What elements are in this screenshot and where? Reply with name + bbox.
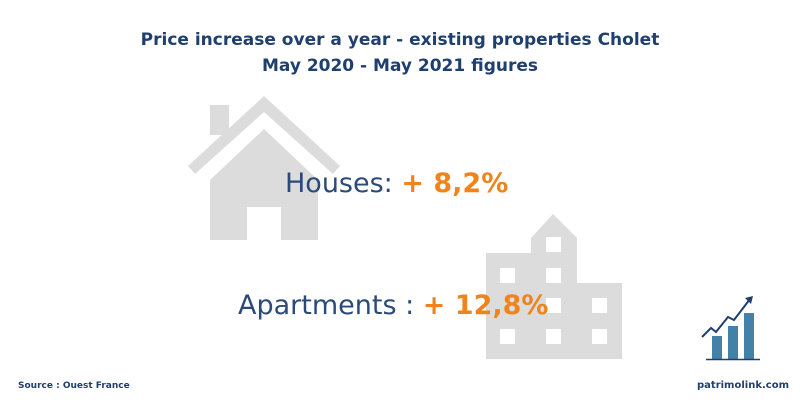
houses-stat: Houses: + 8,2% <box>285 168 508 199</box>
brand-link[interactable]: patrimolink.com <box>697 380 789 391</box>
apartments-label: Apartments : <box>238 290 423 321</box>
houses-label: Houses: <box>285 168 402 199</box>
house-icon <box>188 96 340 240</box>
title-line-1: Price increase over a year - existing pr… <box>140 30 660 50</box>
apartments-stat: Apartments : + 12,8% <box>238 290 548 321</box>
houses-value: + 8,2% <box>401 168 509 199</box>
title-line-2: May 2020 - May 2021 figures <box>261 56 539 76</box>
growth-chart-icon <box>701 296 760 361</box>
source-note: Source : Ouest France <box>18 381 130 391</box>
apartment-building-icon <box>486 214 622 359</box>
apartments-value: + 12,8% <box>422 290 549 321</box>
